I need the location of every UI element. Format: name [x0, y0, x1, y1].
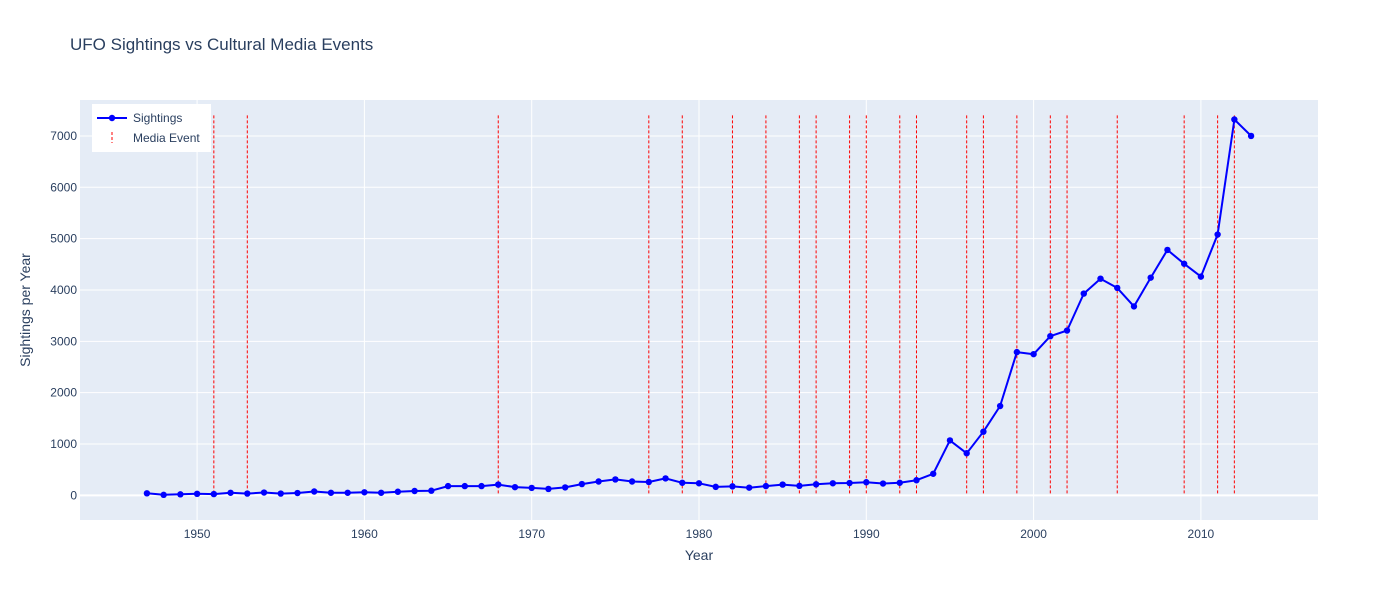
x-tick-label: 1970 — [518, 527, 545, 541]
sightings-point — [1197, 273, 1205, 280]
legend-item-sightings[interactable]: Sightings — [133, 111, 182, 125]
sightings-point — [1231, 116, 1238, 123]
sightings-point — [1147, 274, 1154, 281]
sightings-point — [1063, 327, 1071, 334]
sightings-point — [227, 489, 234, 496]
x-axis-ticks: 1950 1960 1970 1980 1990 2000 2010 — [184, 527, 1215, 541]
sightings-point — [612, 476, 619, 483]
sightings-point — [177, 491, 184, 498]
sightings-point — [628, 478, 636, 485]
y-axis-ticks: 0 1000 2000 3000 4000 5000 6000 7000 — [50, 129, 77, 502]
sightings-point — [879, 480, 887, 487]
sightings-point — [913, 477, 920, 484]
sightings-point — [1214, 231, 1221, 238]
sightings-point — [327, 489, 335, 496]
sightings-point — [695, 480, 703, 487]
x-tick-label: 2000 — [1020, 527, 1047, 541]
sightings-point — [561, 484, 569, 491]
y-tick-label: 1000 — [50, 437, 77, 451]
y-tick-label: 7000 — [50, 129, 77, 143]
y-tick-label: 0 — [70, 488, 77, 502]
sightings-point — [428, 487, 435, 494]
x-tick-label: 1990 — [853, 527, 880, 541]
x-tick-label: 1980 — [686, 527, 713, 541]
sightings-point — [1130, 303, 1138, 310]
sightings-point — [812, 481, 820, 488]
legend-item-media-event[interactable]: Media Event — [133, 131, 200, 145]
sightings-point — [963, 450, 970, 457]
sightings-point — [662, 475, 669, 482]
sightings-point — [277, 490, 284, 497]
x-axis-title: Year — [685, 547, 714, 563]
legend[interactable]: Sightings Media Event — [92, 104, 211, 152]
sightings-point — [1247, 132, 1255, 140]
sightings-point — [394, 488, 402, 495]
sightings-point — [863, 479, 870, 486]
x-tick-label: 2010 — [1188, 527, 1215, 541]
sightings-point — [444, 482, 452, 490]
sightings-point — [311, 488, 318, 495]
sightings-point — [545, 485, 552, 493]
legend-sightings-marker — [108, 114, 116, 122]
sightings-point — [729, 483, 736, 490]
sightings-point — [260, 489, 268, 496]
sightings-point — [846, 479, 853, 487]
sightings-point — [679, 479, 686, 486]
sightings-series — [143, 116, 1255, 499]
chart-title: UFO Sightings vs Cultural Media Events — [70, 35, 373, 54]
sightings-point — [762, 482, 770, 490]
sightings-point — [210, 490, 218, 498]
sightings-point — [946, 437, 954, 444]
y-tick-label: 4000 — [50, 283, 77, 297]
sightings-point — [578, 480, 586, 488]
sightings-point — [143, 490, 151, 497]
sightings-point — [377, 489, 385, 496]
y-tick-label: 5000 — [50, 232, 77, 246]
sightings-point — [411, 487, 418, 495]
sightings-point — [595, 478, 602, 485]
sightings-point — [528, 484, 535, 492]
y-tick-label: 3000 — [50, 334, 77, 348]
sightings-point — [511, 483, 519, 491]
y-tick-label: 2000 — [50, 386, 77, 400]
y-axis-title: Sightings per Year — [17, 253, 33, 367]
x-tick-label: 1960 — [351, 527, 378, 541]
sightings-point — [478, 482, 485, 490]
sightings-point — [829, 480, 837, 487]
sightings-point — [930, 470, 937, 477]
sightings-point — [361, 489, 368, 496]
sightings-point — [344, 489, 351, 496]
sightings-point — [779, 481, 786, 488]
sightings-point — [1080, 290, 1087, 297]
grid — [80, 100, 1318, 520]
legend-box — [92, 104, 211, 152]
sightings-point — [745, 484, 753, 491]
sightings-point — [712, 483, 719, 491]
sightings-point — [1013, 348, 1021, 356]
sightings-point — [980, 428, 987, 435]
sightings-point — [1180, 260, 1188, 267]
x-tick-label: 1950 — [184, 527, 211, 541]
y-tick-label: 6000 — [50, 180, 77, 194]
sightings-point — [461, 482, 468, 490]
sightings-point — [294, 489, 301, 497]
sightings-point — [1030, 350, 1037, 358]
sightings-point — [896, 479, 903, 486]
sightings-point — [645, 478, 653, 486]
sightings-point — [160, 491, 167, 499]
sightings-point — [796, 482, 803, 490]
sightings-point — [1097, 275, 1104, 282]
sightings-point — [996, 402, 1004, 410]
sightings-point — [1114, 284, 1121, 292]
sightings-point — [193, 490, 201, 498]
sightings-point — [244, 490, 251, 497]
sightings-point — [1047, 332, 1054, 340]
sightings-point — [495, 481, 502, 488]
sightings-point — [1164, 246, 1171, 254]
